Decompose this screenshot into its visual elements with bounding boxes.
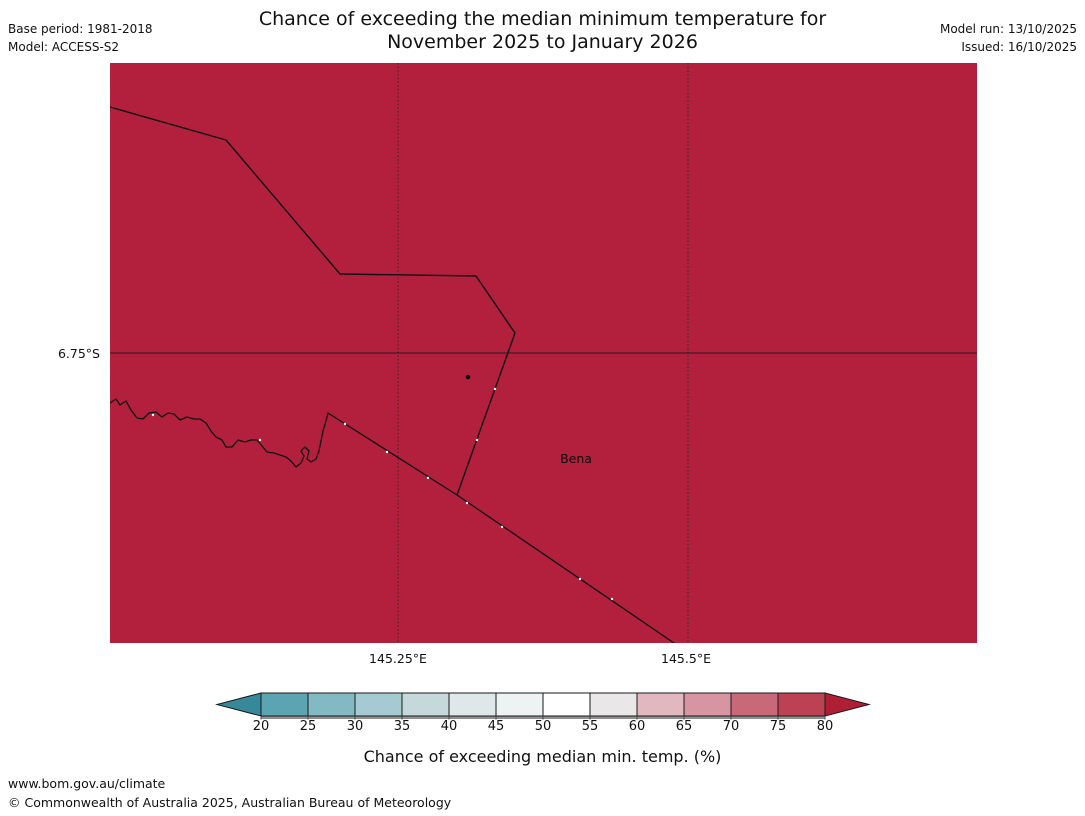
- colorbar-tick-label: 35: [393, 719, 411, 734]
- colorbar-tick-label: 45: [487, 719, 505, 734]
- figure-title: Chance of exceeding the median minimum t…: [0, 8, 1085, 54]
- colorbar-segment: [636, 692, 685, 717]
- run-info-right: Model run: 13/10/2025 Issued: 16/10/2025: [940, 20, 1077, 56]
- colorbar-segment: [777, 692, 826, 717]
- title-line-1: Chance of exceeding the median minimum t…: [258, 8, 827, 30]
- lon-axis-label-145-5: 145.5°E: [661, 651, 711, 666]
- lat-axis-label: 6.75°S: [57, 346, 100, 361]
- colorbar-tick-label: 70: [722, 719, 740, 734]
- colorbar: [215, 692, 871, 720]
- colorbar-segment: [448, 692, 497, 717]
- colorbar-segment: [354, 692, 403, 717]
- colorbar-arrow-low: [215, 692, 262, 717]
- title-line-2: November 2025 to January 2026: [387, 31, 698, 53]
- place-label-bena: Bena: [560, 451, 592, 466]
- base-period-text: Base period: 1981-2018: [8, 22, 153, 36]
- copyright-text: © Commonwealth of Australia 2025, Austra…: [8, 795, 452, 810]
- colorbar-segment: [683, 692, 732, 717]
- colorbar-tick-label: 50: [534, 719, 552, 734]
- colorbar-segment: [260, 692, 309, 717]
- map-overlay: [110, 63, 977, 643]
- colorbar-segment: [401, 692, 450, 717]
- colorbar-tick-label: 80: [816, 719, 834, 734]
- colorbar-tick-label: 30: [346, 719, 364, 734]
- colorbar-label: Chance of exceeding median min. temp. (%…: [363, 747, 722, 766]
- model-text: Model: ACCESS-S2: [8, 40, 120, 54]
- colorbar-segment: [542, 692, 591, 717]
- colorbar-segment: [730, 692, 779, 717]
- website-url: www.bom.gov.au/climate: [8, 776, 166, 791]
- colorbar-segment: [589, 692, 638, 717]
- footer: www.bom.gov.au/climate © Commonwealth of…: [8, 774, 451, 812]
- settlement-dots: [151, 387, 614, 601]
- colorbar-tick-label: 75: [769, 719, 787, 734]
- colorbar-tick-label: 65: [675, 719, 693, 734]
- run-info-left: Base period: 1981-2018 Model: ACCESS-S2: [8, 20, 153, 56]
- lon-axis-label-145-25: 145.25°E: [369, 651, 427, 666]
- model-run-text: Model run: 13/10/2025: [939, 22, 1077, 36]
- colorbar-ticks: 20 25 30 35 40 45 50 55 60 65 70 75 80: [0, 719, 1085, 737]
- bena-marker-dot: [465, 374, 471, 380]
- colorbar-tick-label: 55: [581, 719, 599, 734]
- colorbar-tick-label: 40: [440, 719, 458, 734]
- colorbar-arrow-high: [824, 692, 871, 717]
- river-boundary-line: [110, 398, 675, 643]
- colorbar-tick-label: 60: [628, 719, 646, 734]
- colorbar-segment: [307, 692, 356, 717]
- issued-text: Issued: 16/10/2025: [961, 40, 1077, 54]
- province-boundary-line: [110, 106, 516, 496]
- map-area: Bena: [110, 63, 977, 643]
- colorbar-segment: [495, 692, 544, 717]
- colorbar-tick-label: 25: [299, 719, 317, 734]
- colorbar-tick-label: 20: [252, 719, 270, 734]
